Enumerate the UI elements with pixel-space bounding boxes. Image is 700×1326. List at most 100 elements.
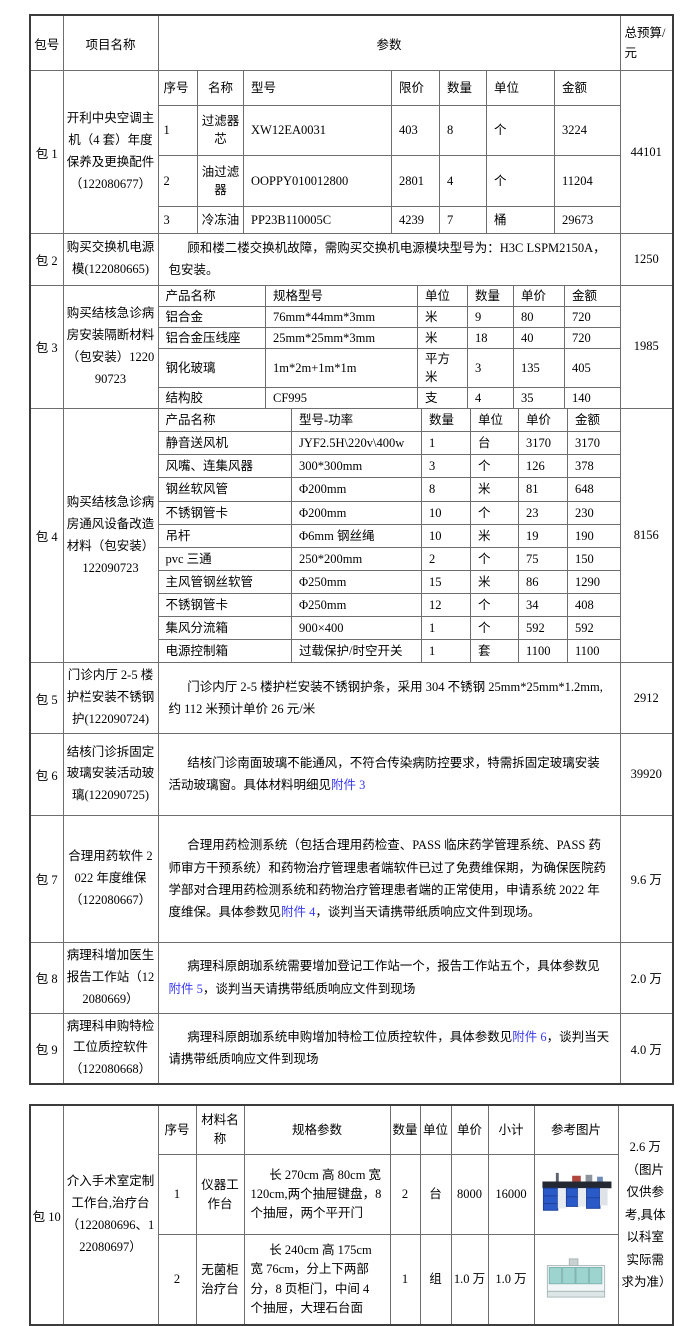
table-cell: 金额 [554,71,621,106]
params-text: 病理科原朗珈系统申购增加特检工位质控软件，具体参数见附件 6，谈判当天请携带纸质… [157,1012,621,1085]
item-price: 1.0 万 [450,1234,489,1326]
attachment-link[interactable]: 附件 4 [281,905,316,920]
table-row: 电源控制箱 过载保护/时空开关 1 套 1100 1100 [158,639,621,663]
text-segment: 病理科原朗珈系统申购增加特检工位质控软件，具体参数见 [187,1030,513,1045]
table-row: 2 油过滤器 OOPPY010012800 2801 4 个 11204 [158,155,621,207]
table-cell: 29673 [554,205,621,233]
params-text: 顾和楼二楼交换机故障，需购买交换机电源模块型号为：H3C LSPM2150A，包… [157,233,621,286]
table-cell: 150 [567,546,621,571]
text-segment: 合理用药检测系统（包括合理用药检查、PASS 临床药学管理系统、PASS 药师审… [168,838,607,920]
table-cell: OOPPY010012800 [243,155,392,207]
table-cell: 单价 [513,285,565,307]
table-cell: 钢丝软风管 [158,477,292,502]
attachment-link[interactable]: 附件 6 [512,1030,547,1045]
package-number: 包 1 [29,70,64,234]
table-cell: 个 [470,616,519,641]
package-row-1: 包 1 开利中央空调主机（4 套）年度保养及更换配件（122080677） 序号… [29,70,674,234]
params-text: 合理用药检测系统（包括合理用药检查、PASS 临床药学管理系统、PASS 药师审… [157,814,621,943]
attachment-link[interactable]: 附件 3 [331,778,366,793]
table-cell: 电源控制箱 [158,639,292,663]
table-cell: 2801 [391,155,440,207]
col-header-ref-image: 参考图片 [533,1104,619,1156]
project-name: 合理用药软件 2022 年度维保（122080667） [62,814,159,943]
item-unit: 组 [419,1234,452,1326]
sterile-cabinet-image [546,1258,606,1298]
col-header-params: 参数 [157,14,621,71]
project-name: 介入手术室定制工作台,治疗台（122080696、122080697） [62,1104,159,1326]
attachment-link[interactable]: 附件 5 [168,981,203,996]
params-text: 结核门诊南面玻璃不能通风，不符合传染病防控要求，特需拆固定玻璃安装活动玻璃窗。具… [157,732,621,816]
table-cell: XW12EA0031 [243,104,392,157]
table-cell: Φ250mm [291,569,422,594]
table-cell: 190 [567,523,621,548]
package-number: 包 2 [29,233,64,286]
table-cell: 单位 [470,409,519,433]
table-cell: 产品名称 [158,409,292,433]
table-cell: 个 [470,592,519,618]
table-cell: 408 [567,592,621,618]
table-cell: pvc 三通 [158,546,292,571]
table-cell: 23 [518,500,568,525]
package-row-4: 包 4 购买结核急诊病房通风设备改造材料（包安装）122090723 产品名称型… [29,408,674,664]
params-text: 病理科原朗珈系统需要增加登记工作站一个，报告工作站五个，具体参数见附件 5，谈判… [157,941,621,1014]
table-cell: 金额 [567,409,621,433]
table-cell: 个 [470,500,519,525]
table-cell: 10 [421,523,471,548]
table-cell: 风嘴、连集风器 [158,454,292,479]
package-number: 包 3 [29,284,64,410]
table-row: 产品名称 型号-功率 数量 单位 单价 金额 [158,409,621,433]
table-cell: 静音送风机 [158,431,292,456]
table-cell: 1100 [567,639,621,663]
table-row: 铝合金压线座 25mm*25mm*3mm 米 18 40 720 [158,326,621,349]
table-cell: 4 [467,387,514,409]
budget-value: 39920 [619,732,674,816]
table-cell: 个 [486,155,555,207]
table-cell: 76mm*44mm*3mm [265,305,418,328]
text-segment: 结核门诊南面玻璃不能通风，不符合传染病防控要求，特需拆固定玻璃安装活动玻璃窗。具… [168,756,600,793]
table-cell: 378 [567,454,621,479]
budget-value: 2912 [619,662,674,734]
table-cell: 81 [518,477,568,502]
table-cell: 720 [564,305,621,328]
table-cell: 1 [421,431,471,456]
table-row: 产品名称 规格型号 单位 数量 单价 金额 [158,285,621,307]
table-cell: 1290 [567,569,621,594]
col-header-material: 材料名称 [195,1104,245,1156]
table-cell: 1 [421,616,471,641]
header-row: 包号 项目名称 参数 总预算/元 [29,14,674,71]
table-cell: 主风管钢丝软管 [158,569,292,594]
budget-value: 44101 [619,70,674,234]
text-segment: 病理科原朗珈系统需要增加登记工作站一个，报告工作站五个，具体参数见 [187,959,600,974]
table-cell: 米 [417,326,468,349]
table-cell: 1 [158,104,198,157]
table-cell: 单位 [486,71,555,106]
table-row: 吊杆 Φ6mm 钢丝绳 10 米 19 190 [158,523,621,548]
table-cell: 集风分流箱 [158,616,292,641]
text-segment: ，谈判当天请携带纸质响应文件到现场 [202,981,416,996]
table-cell: 单价 [518,409,568,433]
table-cell: 铝合金 [158,305,266,328]
procurement-table-pkg10: 包 10 介入手术室定制工作台,治疗台（122080696、122080697）… [29,1104,674,1326]
table-cell: 405 [564,347,621,389]
table-cell: 86 [518,569,568,594]
ref-image-cell [533,1154,619,1236]
table-row: 静音送风机 JYF2.5H\220v\400w 1 台 3170 3170 [158,431,621,456]
table-cell: 15 [421,569,471,594]
table-cell: 规格型号 [265,285,418,307]
table-cell: 平方米 [417,347,468,389]
item-seq: 2 [157,1234,197,1326]
item-price: 8000 [450,1154,489,1236]
table-cell: Φ250mm [291,592,422,618]
table-cell: 过载保护/时空开关 [291,639,422,663]
table-cell: 数量 [467,285,514,307]
table-cell: 250*200mm [291,546,422,571]
project-name: 结核门诊拆固定玻璃安装活动玻璃(122090725) [62,732,159,816]
project-name: 购买结核急诊病房安装隔断材料（包安装）122090723 [62,284,159,410]
table-cell: 3 [158,205,198,233]
table-cell: 不锈钢管卡 [158,592,292,618]
table-cell: 900×400 [291,616,422,641]
table-cell: 个 [470,454,519,479]
item-material: 仪器工作台 [195,1154,245,1236]
project-name: 购买结核急诊病房通风设备改造材料（包安装）122090723 [62,408,159,664]
table-row: 风嘴、连集风器 300*300mm 3 个 126 378 [158,454,621,479]
